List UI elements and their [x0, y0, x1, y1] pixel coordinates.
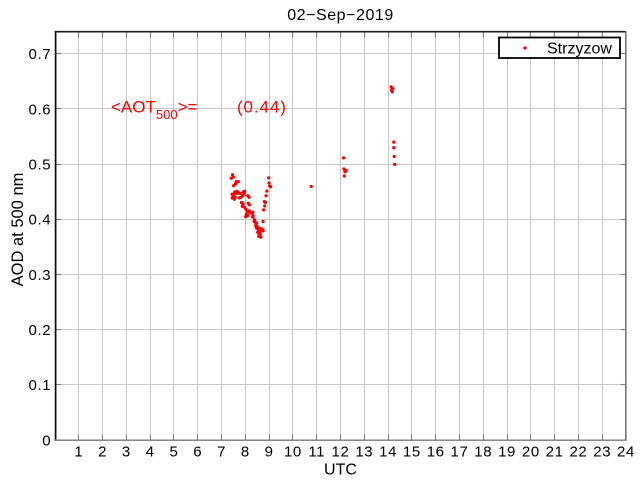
- svg-text:0.3: 0.3: [29, 267, 52, 284]
- svg-text:6: 6: [193, 444, 202, 461]
- svg-text:0: 0: [42, 432, 51, 449]
- svg-text:0.7: 0.7: [29, 46, 52, 63]
- svg-text:Strzyzow: Strzyzow: [547, 40, 612, 57]
- svg-text:19: 19: [498, 444, 516, 461]
- svg-text:9: 9: [265, 444, 274, 461]
- svg-text:16: 16: [427, 444, 445, 461]
- svg-text:13: 13: [355, 444, 373, 461]
- svg-text:20: 20: [522, 444, 540, 461]
- svg-text:15: 15: [403, 444, 421, 461]
- svg-text:AOD at 500 nm: AOD at 500 nm: [9, 173, 27, 287]
- svg-text:0.6: 0.6: [29, 101, 52, 118]
- svg-text:4: 4: [146, 444, 155, 461]
- svg-text:24: 24: [617, 444, 635, 461]
- svg-text:0.2: 0.2: [29, 322, 52, 339]
- svg-text:1: 1: [74, 444, 83, 461]
- svg-text:0.1: 0.1: [29, 377, 52, 394]
- svg-text:23: 23: [593, 444, 611, 461]
- svg-text:22: 22: [569, 444, 587, 461]
- svg-text:UTC: UTC: [324, 461, 357, 478]
- svg-text:(0.44): (0.44): [237, 98, 287, 117]
- svg-text:14: 14: [379, 444, 397, 461]
- svg-text:02−Sep−2019: 02−Sep−2019: [287, 7, 394, 24]
- svg-text:8: 8: [241, 444, 250, 461]
- svg-text:11: 11: [308, 444, 325, 461]
- svg-text:18: 18: [474, 444, 492, 461]
- svg-text:12: 12: [332, 444, 350, 461]
- svg-text:10: 10: [284, 444, 302, 461]
- svg-text:2: 2: [98, 444, 107, 461]
- svg-text:7: 7: [217, 444, 226, 461]
- svg-text:21: 21: [546, 444, 564, 461]
- svg-text:17: 17: [451, 444, 469, 461]
- svg-text:0.5: 0.5: [29, 156, 52, 173]
- svg-text:0.4: 0.4: [29, 212, 52, 229]
- svg-text:3: 3: [122, 444, 131, 461]
- svg-text:5: 5: [169, 444, 178, 461]
